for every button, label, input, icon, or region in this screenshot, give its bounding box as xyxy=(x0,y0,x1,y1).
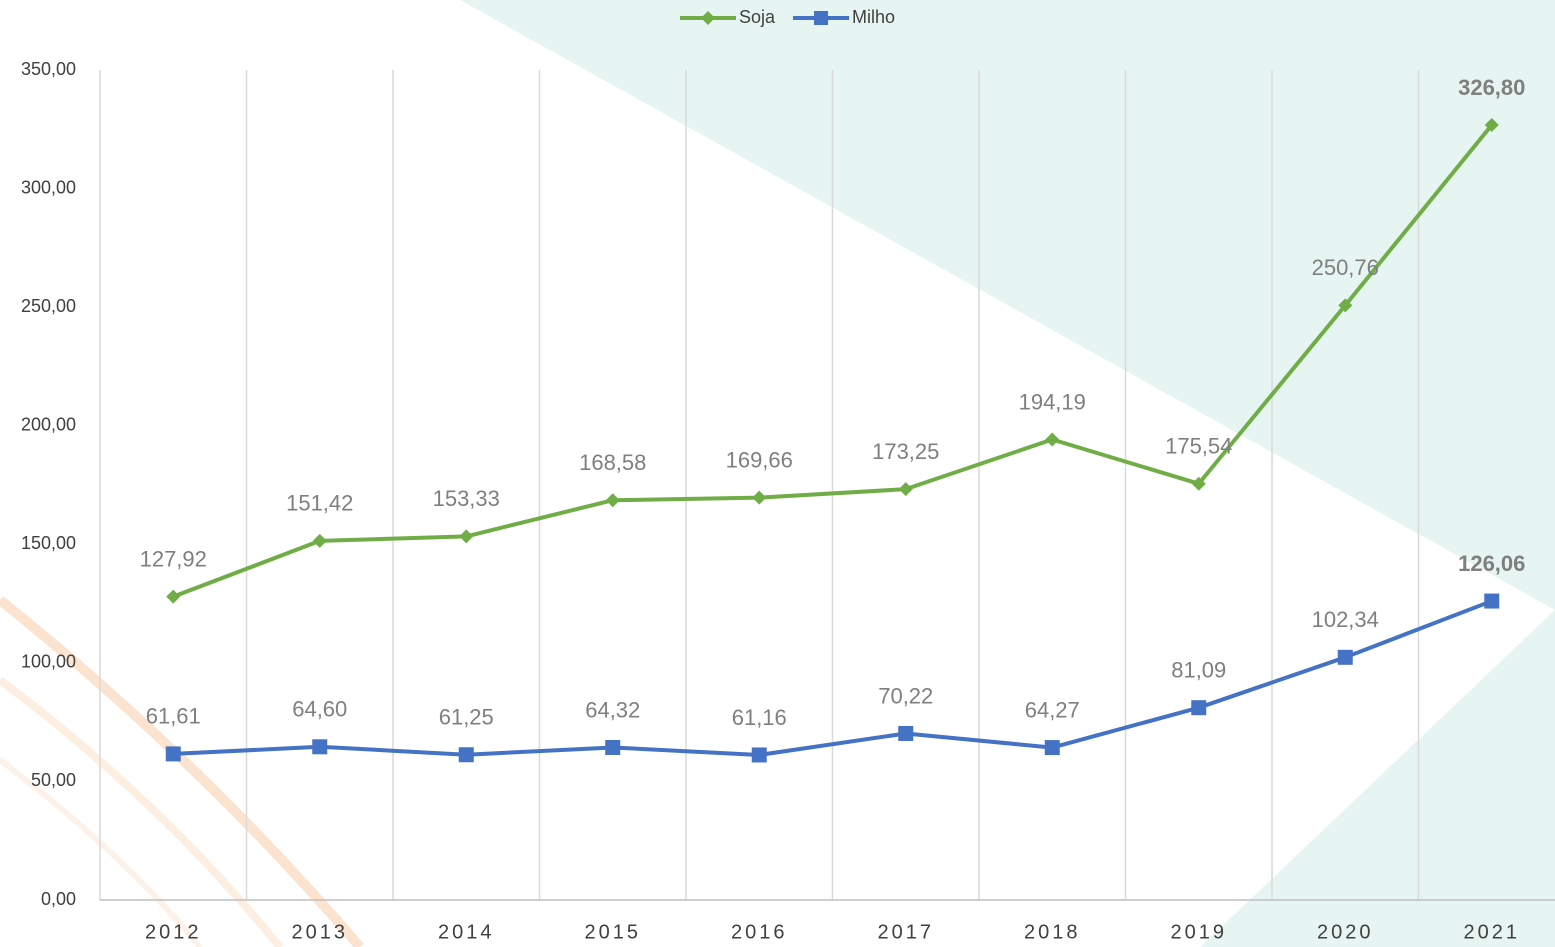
x-tick-label: 2021 xyxy=(1464,921,1521,943)
data-label: 173,25 xyxy=(872,439,939,464)
data-label: 168,58 xyxy=(579,450,646,475)
y-tick-label: 150,00 xyxy=(21,533,76,553)
data-label: 61,16 xyxy=(732,705,787,730)
x-tick-label: 2013 xyxy=(292,921,349,943)
y-tick-label: 0,00 xyxy=(41,889,76,909)
point-marker xyxy=(459,529,473,543)
chart: 0,00 50,00 100,00 150,00 200,00 250,00 300,00 3… xyxy=(0,0,1555,947)
background-decoration xyxy=(0,0,1555,947)
data-label: 64,60 xyxy=(292,697,347,722)
data-label: 169,66 xyxy=(726,447,793,472)
legend-label: Milho xyxy=(852,7,895,27)
data-label: 64,32 xyxy=(585,697,640,722)
x-tick-label: 2020 xyxy=(1317,921,1374,943)
data-label: 175,54 xyxy=(1165,434,1232,459)
data-label: 326,80 xyxy=(1458,75,1525,100)
point-marker xyxy=(605,740,620,755)
x-tick-label: 2015 xyxy=(585,921,642,943)
point-marker xyxy=(166,746,181,761)
point-marker xyxy=(899,482,913,496)
data-label: 194,19 xyxy=(1019,389,1086,414)
point-marker xyxy=(459,747,474,762)
y-tick-label: 200,00 xyxy=(21,414,76,434)
data-label: 61,61 xyxy=(146,704,201,729)
point-marker xyxy=(1045,740,1060,755)
legend-marker xyxy=(814,11,828,25)
x-tick-label: 2017 xyxy=(878,921,935,943)
point-marker xyxy=(166,590,180,604)
data-label: 126,06 xyxy=(1458,551,1525,576)
data-label: 151,42 xyxy=(286,491,353,516)
point-marker xyxy=(1338,650,1353,665)
point-marker xyxy=(898,726,913,741)
point-marker xyxy=(1484,594,1499,609)
point-marker xyxy=(312,739,327,754)
point-marker xyxy=(1191,700,1206,715)
y-tick-label: 50,00 xyxy=(31,770,76,790)
decor-triangle xyxy=(460,0,1555,610)
decor-triangle xyxy=(1200,610,1555,947)
data-label: 153,33 xyxy=(433,486,500,511)
point-marker xyxy=(752,747,767,762)
y-tick-label: 250,00 xyxy=(21,296,76,316)
x-tick-label: 2014 xyxy=(438,921,495,943)
point-marker xyxy=(1045,432,1059,446)
data-label: 102,34 xyxy=(1312,607,1379,632)
data-label: 64,27 xyxy=(1025,697,1080,722)
x-tick-label: 2012 xyxy=(145,921,202,943)
y-tick-label: 350,00 xyxy=(21,59,76,79)
x-tick-label: 2018 xyxy=(1024,921,1081,943)
data-label: 70,22 xyxy=(878,683,933,708)
x-tick-label: 2016 xyxy=(731,921,788,943)
y-tick-label: 300,00 xyxy=(21,177,76,197)
x-tick-label: 2019 xyxy=(1171,921,1228,943)
point-marker xyxy=(313,534,327,548)
y-tick-label: 100,00 xyxy=(21,652,76,672)
data-label: 61,25 xyxy=(439,705,494,730)
point-marker xyxy=(752,491,766,505)
data-label: 81,09 xyxy=(1171,658,1226,683)
data-label: 127,92 xyxy=(140,546,207,571)
legend-label: Soja xyxy=(739,7,776,27)
data-label: 250,76 xyxy=(1312,255,1379,280)
point-marker xyxy=(606,493,620,507)
